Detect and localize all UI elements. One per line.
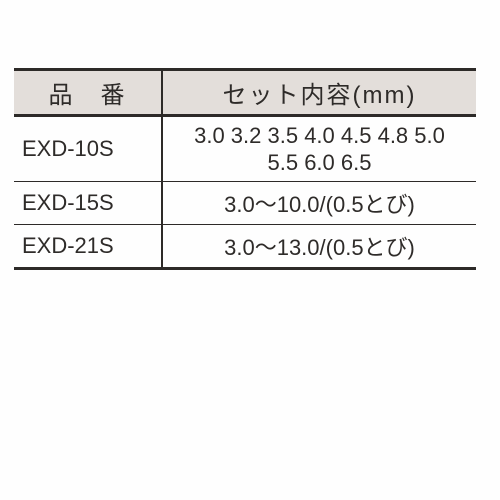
cell-set-contents: 3.0〜13.0/(0.5とび) <box>162 225 476 269</box>
table-row: EXD-15S 3.0〜10.0/(0.5とび) <box>14 182 476 225</box>
cell-set-contents: 3.0〜10.0/(0.5とび) <box>162 182 476 225</box>
table-row: EXD-21S 3.0〜13.0/(0.5とび) <box>14 225 476 269</box>
table-row: EXD-10S 3.0 3.2 3.5 4.0 4.5 4.8 5.0 5.5 … <box>14 116 476 182</box>
set-line2: 5.5 6.0 6.5 <box>268 150 372 175</box>
cell-part-no: EXD-15S <box>14 182 162 225</box>
cell-part-no: EXD-10S <box>14 116 162 182</box>
header-part-no: 品 番 <box>14 70 162 116</box>
canvas: 品 番 セット内容(mm) EXD-10S 3.0 3.2 3.5 4.0 4.… <box>0 0 500 500</box>
spec-table: 品 番 セット内容(mm) EXD-10S 3.0 3.2 3.5 4.0 4.… <box>14 68 476 270</box>
set-line1: 3.0 3.2 3.5 4.0 4.5 4.8 5.0 <box>194 123 445 148</box>
header-row: 品 番 セット内容(mm) <box>14 70 476 116</box>
cell-part-no: EXD-21S <box>14 225 162 269</box>
header-set-contents: セット内容(mm) <box>162 70 476 116</box>
cell-set-contents: 3.0 3.2 3.5 4.0 4.5 4.8 5.0 5.5 6.0 6.5 <box>162 116 476 182</box>
